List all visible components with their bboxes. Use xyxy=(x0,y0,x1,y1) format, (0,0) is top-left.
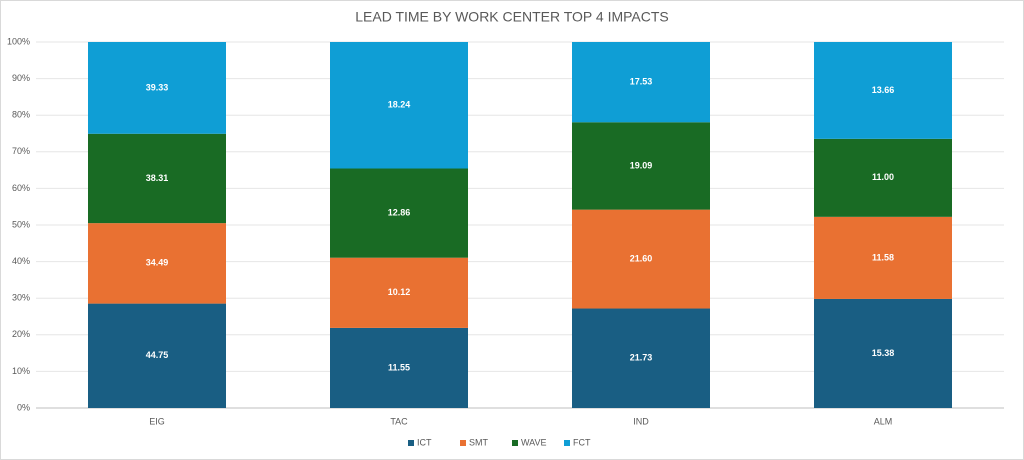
legend-swatch xyxy=(460,440,466,446)
bar-segment xyxy=(814,42,952,139)
bar-segment xyxy=(330,257,468,328)
y-tick-label: 30% xyxy=(12,293,30,303)
data-label: 18.24 xyxy=(388,100,411,110)
bar-segment xyxy=(572,122,710,210)
legend-swatch xyxy=(564,440,570,446)
bar-segment xyxy=(88,42,226,134)
bar-segment xyxy=(814,298,952,408)
bar-segment xyxy=(814,216,952,299)
data-label: 44.75 xyxy=(146,350,169,360)
data-label: 12.86 xyxy=(388,207,411,217)
y-tick-label: 40% xyxy=(12,256,30,266)
y-tick-label: 50% xyxy=(12,219,30,229)
x-tick-label: EIG xyxy=(149,416,165,426)
x-tick-label: IND xyxy=(633,416,649,426)
bar-segment xyxy=(330,42,468,169)
data-label: 21.73 xyxy=(630,353,653,363)
bar-segment xyxy=(572,42,710,123)
chart-title: LEAD TIME BY WORK CENTER TOP 4 IMPACTS xyxy=(355,9,669,25)
y-tick-label: 70% xyxy=(12,146,30,156)
legend-label: FCT xyxy=(573,437,591,447)
bar-segment xyxy=(572,209,710,309)
y-tick-label: 60% xyxy=(12,183,30,193)
data-label: 21.60 xyxy=(630,253,653,263)
legend-label: ICT xyxy=(417,437,432,447)
bar-segment xyxy=(88,303,226,408)
bar-segment xyxy=(814,138,952,217)
y-tick-label: 90% xyxy=(12,73,30,83)
data-label: 15.38 xyxy=(872,348,895,358)
y-tick-label: 80% xyxy=(12,110,30,120)
y-tick-label: 10% xyxy=(12,366,30,376)
x-tick-label: TAC xyxy=(390,416,408,426)
y-tick-label: 100% xyxy=(7,36,30,46)
data-label: 34.49 xyxy=(146,258,169,268)
data-label: 39.33 xyxy=(146,82,169,92)
legend-swatch xyxy=(512,440,518,446)
bar-segment xyxy=(330,327,468,408)
bar-segment xyxy=(330,168,468,258)
bar-segment xyxy=(572,308,710,408)
y-tick-label: 20% xyxy=(12,329,30,339)
legend-label: SMT xyxy=(469,437,489,447)
bar-segment xyxy=(88,223,226,304)
y-tick-label: 0% xyxy=(17,402,30,412)
legend-swatch xyxy=(408,440,414,446)
data-label: 17.53 xyxy=(630,76,653,86)
data-label: 11.58 xyxy=(872,252,894,262)
data-label: 19.09 xyxy=(630,160,653,170)
legend-label: WAVE xyxy=(521,437,547,447)
data-label: 11.55 xyxy=(388,362,410,372)
data-label: 13.66 xyxy=(872,85,895,95)
data-label: 11.00 xyxy=(872,172,894,182)
data-label: 10.12 xyxy=(388,287,411,297)
data-label: 38.31 xyxy=(146,173,169,183)
bar-segment xyxy=(88,133,226,224)
x-tick-label: ALM xyxy=(874,416,893,426)
